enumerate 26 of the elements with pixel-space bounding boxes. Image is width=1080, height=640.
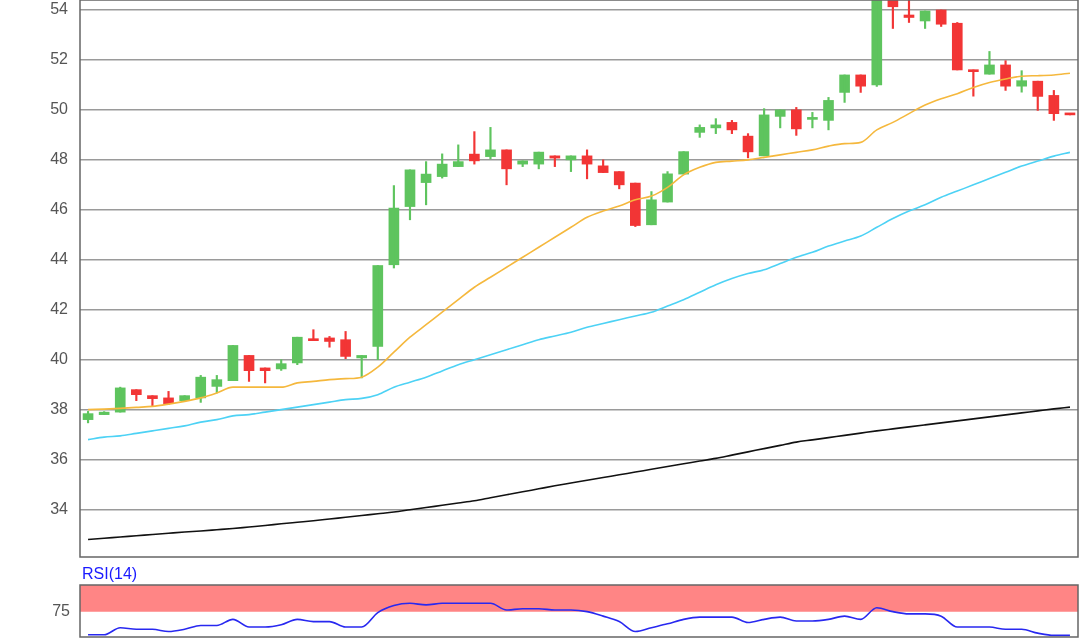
y-tick-label: 40 (50, 350, 69, 368)
y-tick-label: 44 (50, 250, 69, 268)
y-tick-label: 48 (50, 150, 69, 168)
y-tick-label: 52 (50, 50, 69, 68)
y-tick-label: 38 (50, 400, 69, 418)
candlestick (452, 144, 464, 167)
band-label: 75 (52, 602, 71, 620)
y-tick-label: 42 (50, 300, 69, 318)
y-tick-label: 54 (50, 0, 69, 18)
candlestick (1064, 112, 1076, 116)
candlestick (308, 329, 319, 342)
y-tick-label: 34 (50, 499, 69, 517)
y-tick-label: 50 (50, 100, 69, 118)
candlestick (807, 112, 818, 129)
y-tick-label: 46 (50, 200, 69, 218)
line-series (87, 406, 1071, 541)
line-series (87, 151, 1071, 441)
candlestick (98, 411, 110, 415)
candlestick (678, 151, 689, 175)
candlestick (131, 389, 142, 401)
candlestick (227, 345, 239, 381)
y-tick-label: 36 (50, 449, 69, 467)
candlestick (694, 124, 706, 138)
chart-title: RSI(14) (82, 565, 138, 583)
candlestick (179, 395, 190, 401)
candlestick (951, 22, 963, 71)
